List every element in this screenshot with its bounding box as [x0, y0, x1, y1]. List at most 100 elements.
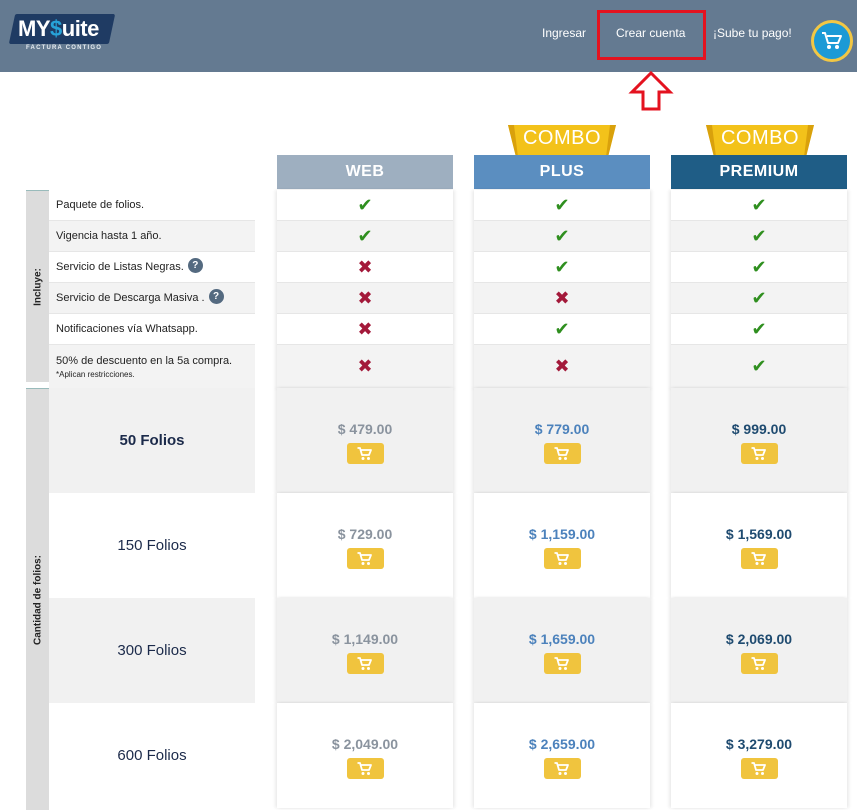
feature-row: 50% de descuento en la 5a compra. *Aplic… [49, 345, 255, 389]
add-to-cart-button[interactable] [346, 548, 384, 569]
side-label-text: Incluye: [32, 267, 43, 306]
feature-mark-cell: ✔ [474, 252, 650, 283]
check-icon: ✔ [357, 194, 373, 215]
shopping-cart-icon [751, 551, 766, 565]
mysuite-logo[interactable]: MY$uite FACTURA CONTIGO [8, 14, 116, 54]
combo-badge-premium: COMBO [702, 123, 818, 157]
feature-row: Servicio de Listas Negras.? [49, 252, 255, 283]
folio-quantity-label: 600 Folios [117, 747, 187, 764]
feature-mark-cell: ✖ [474, 283, 650, 314]
price-cell-plus: $ 1,159.00 [474, 493, 650, 598]
price-value: $ 2,659.00 [528, 736, 596, 752]
feature-mark-cell: ✖ [277, 345, 453, 389]
feature-label: Notificaciones vía Whatsapp. [56, 323, 198, 335]
side-label-text: Cantidad de folios: [32, 554, 43, 645]
side-label-cantidad: Cantidad de folios: [26, 388, 49, 810]
feature-mark-cell: ✔ [277, 190, 453, 221]
folio-quantity-label: 150 Folios [117, 537, 187, 554]
price-value: $ 2,069.00 [725, 631, 793, 647]
price-cell-web: $ 729.00 [277, 493, 453, 598]
folio-row: 600 Folios $ 2,049.00 $ 2,659.00 $ 3,279.00 [49, 703, 847, 808]
price-cell-premium: $ 2,069.00 [671, 598, 847, 703]
price-value: $ 1,569.00 [725, 526, 793, 542]
shopping-cart-icon [751, 761, 766, 775]
shopping-cart-icon [554, 446, 569, 460]
price-value: $ 2,049.00 [331, 736, 399, 752]
cross-icon: ✖ [357, 287, 373, 308]
add-to-cart-button[interactable] [346, 758, 384, 779]
price-value: $ 1,159.00 [528, 526, 596, 542]
price-value: $ 3,279.00 [725, 736, 793, 752]
plan-header-web: WEB [277, 155, 453, 189]
add-to-cart-button[interactable] [740, 548, 778, 569]
feature-mark-cell: ✔ [671, 190, 847, 221]
check-icon: ✔ [357, 225, 373, 246]
feature-mark-cell: ✖ [277, 314, 453, 345]
cross-icon: ✖ [554, 287, 570, 308]
add-to-cart-button[interactable] [543, 758, 581, 779]
feature-label: Servicio de Listas Negras. [56, 261, 184, 273]
help-icon[interactable]: ? [187, 257, 203, 273]
combo-badge-plus: COMBO [504, 123, 620, 157]
price-cell-premium: $ 999.00 [671, 388, 847, 493]
shopping-cart-icon [554, 656, 569, 670]
nav-sube-pago-link[interactable]: ¡Sube tu pago! [713, 26, 792, 40]
feature-mark-cell: ✔ [671, 221, 847, 252]
logo-text: MY$uite [18, 16, 99, 41]
check-icon: ✔ [554, 256, 570, 277]
shopping-cart-icon [357, 446, 372, 460]
folio-row: 300 Folios $ 1,149.00 $ 1,659.00 $ 2,069.00 [49, 598, 847, 703]
add-to-cart-button[interactable] [740, 653, 778, 674]
add-to-cart-button[interactable] [346, 443, 384, 464]
feature-mark-cell: ✔ [671, 314, 847, 345]
check-icon: ✔ [751, 194, 767, 215]
price-cell-web: $ 1,149.00 [277, 598, 453, 703]
plan-features-plus: ✔ ✔ ✔ ✖ ✔ ✖ [474, 190, 650, 389]
price-cell-plus: $ 2,659.00 [474, 703, 650, 808]
feature-row: Vigencia hasta 1 año. [49, 221, 255, 252]
shopping-cart-icon [554, 761, 569, 775]
add-to-cart-button[interactable] [740, 758, 778, 779]
price-value: $ 1,149.00 [331, 631, 399, 647]
check-icon: ✔ [751, 256, 767, 277]
check-icon: ✔ [751, 318, 767, 339]
feature-label: Paquete de folios. [56, 199, 145, 211]
add-to-cart-button[interactable] [543, 548, 581, 569]
plan-header-plus: PLUS [474, 155, 650, 189]
shopping-cart-icon [554, 551, 569, 565]
feature-mark-cell: ✔ [474, 190, 650, 221]
check-icon: ✔ [554, 225, 570, 246]
badge-ribbon-icon [706, 125, 814, 157]
feature-mark-cell: ✔ [474, 221, 650, 252]
top-navbar: MY$uite FACTURA CONTIGO Ingresar Crear c… [0, 0, 857, 72]
crear-cuenta-highlight [597, 10, 706, 60]
feature-mark-cell: ✔ [277, 221, 453, 252]
price-value: $ 779.00 [534, 421, 590, 437]
cross-icon: ✖ [554, 356, 570, 376]
feature-mark-cell: ✖ [277, 252, 453, 283]
help-icon[interactable]: ? [208, 288, 224, 304]
plan-header-premium: PREMIUM [671, 155, 847, 189]
cross-icon: ✖ [357, 356, 373, 376]
nav-ingresar-link[interactable]: Ingresar [542, 26, 587, 40]
price-cell-plus: $ 779.00 [474, 388, 650, 493]
cart-button[interactable] [811, 20, 853, 62]
folio-quantity-label: 300 Folios [49, 598, 255, 703]
feature-label: 50% de descuento en la 5a compra. [56, 354, 233, 367]
add-to-cart-button[interactable] [346, 653, 384, 674]
nav-crear-cuenta-link[interactable]: Crear cuenta [616, 26, 686, 40]
add-to-cart-button[interactable] [740, 443, 778, 464]
feature-mark-cell: ✖ [277, 283, 453, 314]
price-cell-web: $ 479.00 [277, 388, 453, 493]
add-to-cart-button[interactable] [543, 653, 581, 674]
feature-mark-cell: ✔ [671, 345, 847, 389]
feature-mark-cell: ✖ [474, 345, 650, 389]
price-value: $ 1,659.00 [528, 631, 596, 647]
folio-row: 50 Folios $ 479.00 $ 779.00 $ 999.00 [49, 388, 847, 493]
price-cell-web: $ 2,049.00 [277, 703, 453, 808]
add-to-cart-button[interactable] [543, 443, 581, 464]
cross-icon: ✖ [357, 256, 373, 277]
feature-note: *Aplican restricciones. [56, 369, 135, 379]
feature-label: Vigencia hasta 1 año. [56, 230, 162, 242]
feature-label-column: Paquete de folios. Vigencia hasta 1 año.… [49, 190, 255, 389]
